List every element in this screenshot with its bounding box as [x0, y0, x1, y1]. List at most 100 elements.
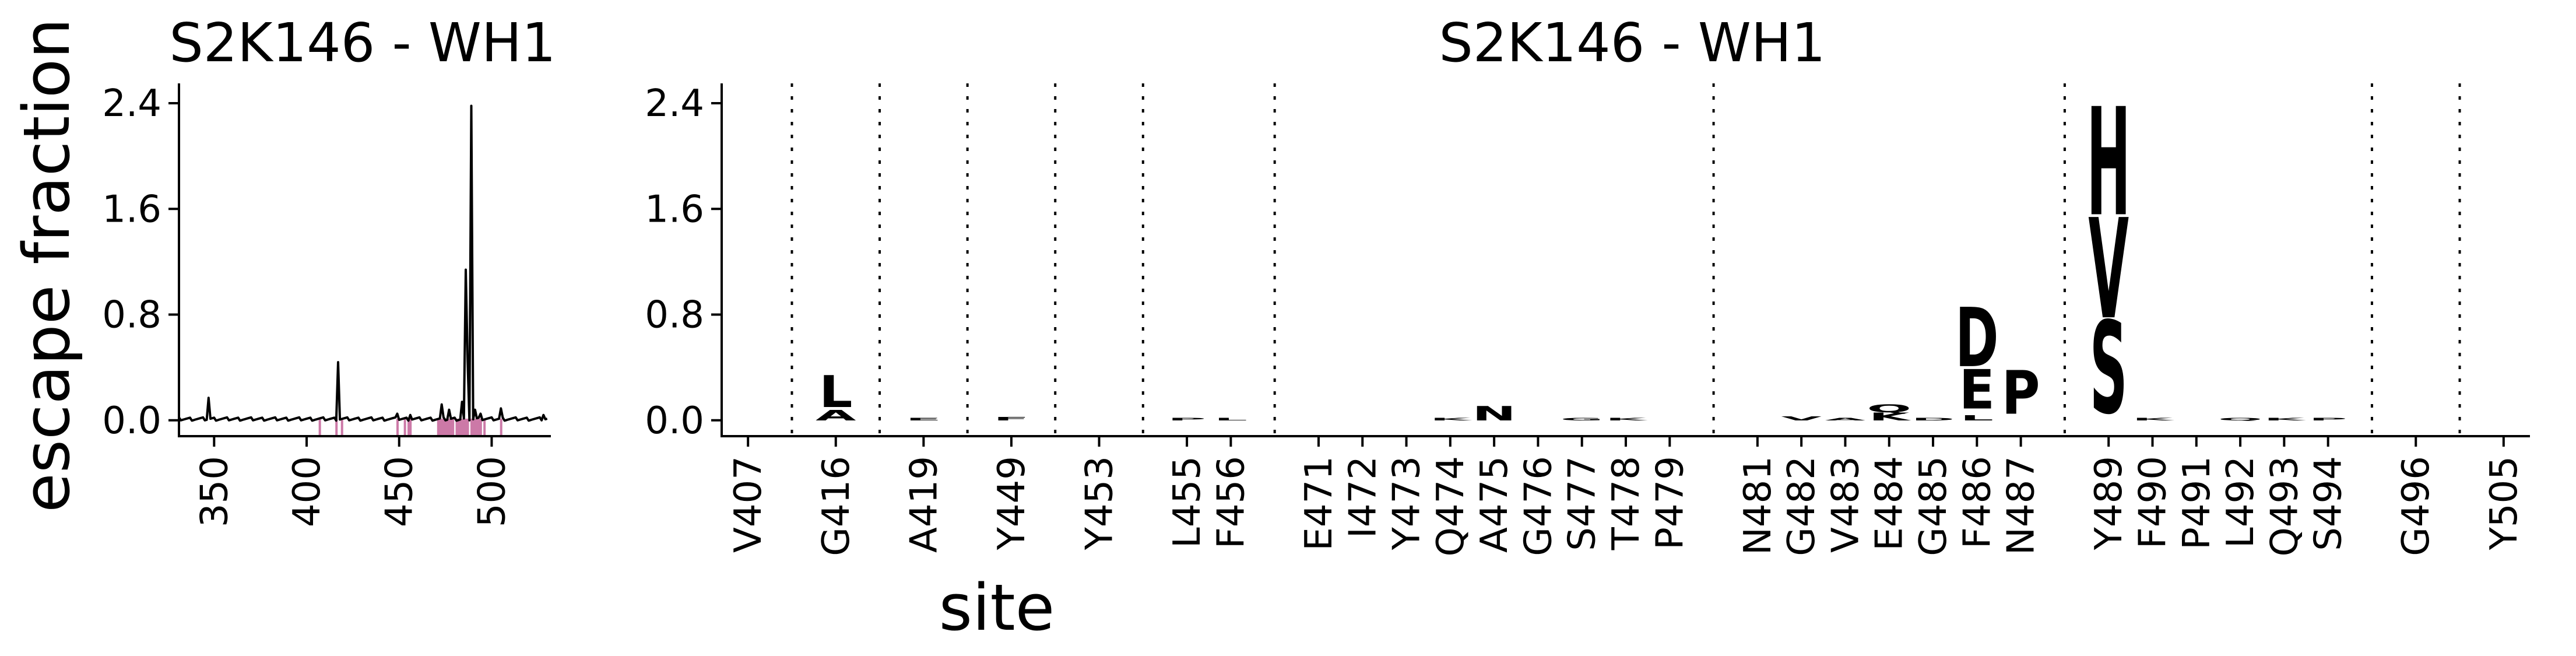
- highlight-site-mark: [318, 419, 321, 435]
- site-tick-label: L455: [1166, 456, 1209, 548]
- highlight-site-mark: [437, 419, 440, 435]
- logo-letter: Q: [2218, 417, 2262, 421]
- logo-letter: L: [819, 367, 852, 418]
- x-tick-label: 350: [193, 456, 236, 527]
- y-tick-label: 0.8: [645, 294, 704, 337]
- site-tick-label: L492: [2219, 456, 2262, 548]
- logo-letter: G: [1561, 417, 1604, 421]
- logo-letter: P: [1168, 417, 1206, 421]
- highlight-site-mark: [457, 419, 460, 435]
- y-tick-label: 1.6: [645, 188, 704, 231]
- site-tick-label: Y489: [2087, 456, 2131, 550]
- y-tick-label: 0.0: [102, 399, 161, 443]
- x-tick-label: 450: [378, 456, 421, 527]
- highlight-site-mark: [479, 419, 482, 435]
- highlight-site-mark: [450, 419, 453, 435]
- site-tick-label: V483: [1824, 456, 1867, 553]
- y-tick-label: 1.6: [102, 188, 161, 231]
- logo-letter: E: [1959, 358, 1995, 422]
- logo-letter: F: [993, 416, 1029, 422]
- logo-letter: D: [1911, 417, 1955, 421]
- site-tick-label: N487: [2000, 456, 2043, 555]
- y-axis-label: escape fraction: [9, 18, 84, 513]
- site-tick-label: A419: [902, 456, 946, 553]
- site-tick-label: E484: [1868, 456, 1911, 551]
- site-tick-label: G476: [1517, 456, 1560, 556]
- highlight-site-mark: [459, 419, 462, 435]
- logo-letter: A: [816, 407, 856, 424]
- site-tick-label: Y449: [990, 456, 1034, 550]
- highlight-site-mark: [474, 419, 477, 435]
- escape-line: [178, 104, 548, 422]
- highlight-site-mark: [335, 419, 338, 435]
- site-tick-label: I472: [1341, 456, 1384, 538]
- site-tick-label: Y473: [1386, 456, 1429, 550]
- site-tick-label: V407: [727, 456, 770, 553]
- site-tick-label: G416: [815, 456, 858, 556]
- highlight-site-mark: [438, 419, 441, 435]
- logo-letter: K: [1430, 417, 1472, 421]
- highlight-site-mark: [403, 419, 406, 435]
- highlight-site-mark: [396, 419, 399, 435]
- highlight-site-mark: [441, 419, 444, 435]
- highlight-site-mark: [477, 419, 480, 435]
- site-tick-label: A475: [1473, 456, 1516, 553]
- highlight-site-mark: [444, 419, 447, 435]
- logo-letter: L: [1214, 417, 1247, 421]
- logo-x-ticks: V407 G416 A419 Y449 Y453 L455 F456 E471 I472 Y473…: [727, 436, 2526, 557]
- highlight-site-mark: [455, 419, 458, 435]
- site-tick-label: N481: [1737, 456, 1780, 555]
- overview-x-ticks: 350 400 450 500: [193, 436, 514, 527]
- highlight-site-mark: [476, 419, 479, 435]
- highlight-site-mark: [409, 419, 412, 435]
- logo-letter: S: [2090, 296, 2128, 443]
- highlight-site-mark: [452, 419, 455, 435]
- site-tick-label: T478: [1605, 456, 1648, 550]
- site-tick-label: P491: [2176, 456, 2219, 550]
- overview-panel: S2K146 - WH1 escape fraction 0.0 0.8 1.6 2.…: [9, 12, 556, 527]
- logo-letter: L: [1960, 413, 1994, 422]
- logo-title: S2K146 - WH1: [1439, 12, 1825, 74]
- x-axis-label: site: [939, 570, 1055, 645]
- y-tick-label: 0.8: [102, 294, 161, 337]
- highlight-site-mark: [500, 419, 502, 435]
- overview-plot-area: [178, 104, 548, 435]
- logo-letter: E: [906, 417, 941, 421]
- site-tick-label: Y505: [2483, 456, 2526, 550]
- logo-letter: V: [1781, 415, 1822, 422]
- logo-letter: N: [1472, 402, 1516, 426]
- y-tick-label: 0.0: [645, 399, 704, 443]
- highlight-site-mark: [470, 419, 473, 435]
- x-tick-label: 400: [286, 456, 329, 527]
- site-tick-label: G482: [1780, 456, 1823, 556]
- highlight-site-mark: [442, 419, 445, 435]
- logo-letter: K: [1869, 411, 1911, 423]
- logo-letter: H: [2087, 78, 2131, 250]
- highlight-site-mark: [446, 419, 449, 435]
- site-tick-label: S477: [1561, 456, 1604, 551]
- site-tick-label: G496: [2395, 456, 2438, 556]
- logo-letter: P: [2002, 359, 2040, 428]
- site-tick-label: Y453: [1078, 456, 1122, 550]
- y-tick-label: 2.4: [645, 82, 704, 125]
- highlight-site-mark: [465, 419, 468, 435]
- highlight-site-mark: [483, 419, 486, 435]
- logo-letter: P: [2309, 417, 2347, 421]
- logo-letter: K: [2264, 417, 2307, 421]
- site-tick-label: G485: [1912, 456, 1955, 556]
- site-tick-label: P479: [1649, 456, 1692, 550]
- highlight-site-mark: [472, 419, 475, 435]
- site-tick-label: F490: [2131, 456, 2174, 549]
- logo-letter: D: [1955, 290, 1999, 385]
- overview-y-ticks: 0.0 0.8 1.6 2.4: [102, 82, 179, 443]
- y-tick-label: 2.4: [102, 82, 161, 125]
- site-tick-label: F486: [1956, 456, 1999, 549]
- site-tick-label: F456: [1210, 456, 1253, 549]
- site-tick-label: S494: [2307, 456, 2350, 551]
- logo-y-ticks: 0.0 0.8 1.6 2.4: [645, 82, 722, 443]
- highlight-site-mark: [340, 419, 343, 435]
- site-tick-label: Q474: [1429, 456, 1472, 557]
- logo-letter: V: [2088, 190, 2129, 350]
